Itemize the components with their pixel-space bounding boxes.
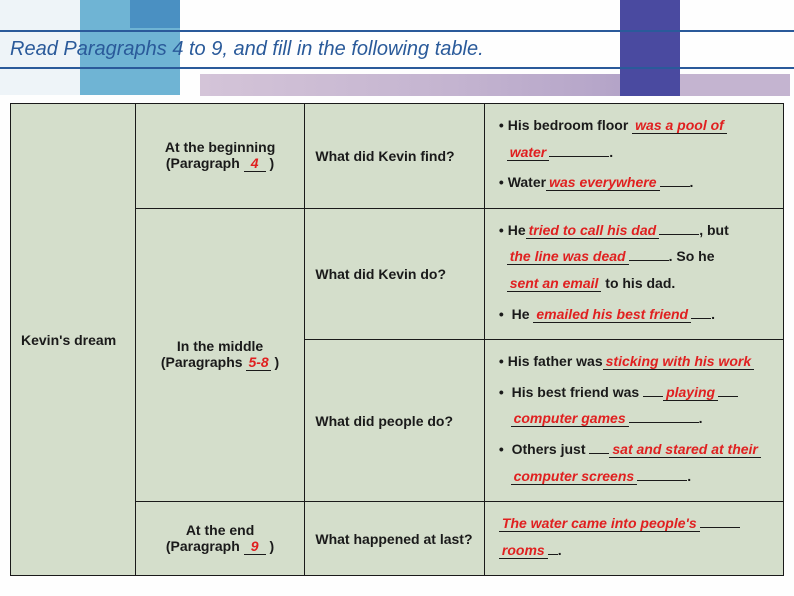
question-text: What did people do? xyxy=(315,413,453,429)
bullet-post: . xyxy=(609,144,613,160)
stage-cell-end: At the end (Paragraph 9 ) xyxy=(135,502,305,576)
para-num-answer: 5-8 xyxy=(248,354,268,370)
answer-cell: • Hetried to call his dad, but the line … xyxy=(484,208,783,339)
question-cell: What happened at last? xyxy=(305,502,485,576)
stage-cell-beginning: At the beginning (Paragraph 4 ) xyxy=(135,104,305,209)
bullet-post: . xyxy=(711,306,715,322)
para-num-answer: 4 xyxy=(251,155,259,171)
bullet-pre: His father was xyxy=(508,353,603,369)
stage-paragraph-ref: (Paragraphs 5-8 ) xyxy=(146,354,295,371)
answer-cell: • His father wassticking with his work •… xyxy=(484,340,783,502)
paren-prefix: (Paragraph xyxy=(166,155,244,171)
paren-suffix: ) xyxy=(266,155,275,171)
bullet-pre: His best friend was xyxy=(512,384,643,400)
answer-cell: The water came into people's rooms. xyxy=(484,502,783,576)
bullet-pre: His bedroom floor xyxy=(508,117,632,133)
answer-text: the line was dead xyxy=(510,248,626,264)
stage-paragraph-ref: (Paragraph 4 ) xyxy=(146,155,295,172)
bg-stripe xyxy=(200,74,620,96)
bullet-item: • His best friend was playing computer g… xyxy=(499,379,773,432)
exercise-table: Kevin's dream At the beginning (Paragrap… xyxy=(10,103,784,576)
bullet-post: to his dad. xyxy=(601,275,675,291)
question-cell: What did Kevin do? xyxy=(305,208,485,339)
bullet-post: . xyxy=(699,410,703,426)
answer-text: emailed his best friend xyxy=(536,306,688,322)
stage-label: At the beginning xyxy=(146,139,295,155)
answer-text: playing xyxy=(666,384,715,400)
row-header-cell: Kevin's dream xyxy=(11,104,136,576)
bullet-item: • He emailed his best friend. xyxy=(499,301,773,328)
answer-text: water xyxy=(510,144,547,160)
answer-text: tried to call his dad xyxy=(529,222,657,238)
question-text: What did Kevin find? xyxy=(315,148,454,164)
title-bar: Read Paragraphs 4 to 9, and fill in the … xyxy=(0,30,794,69)
answer-text: computer games xyxy=(514,410,626,426)
stage-label: At the end xyxy=(146,522,295,538)
stage-label: In the middle xyxy=(146,338,295,354)
bullet-pre: He xyxy=(508,222,526,238)
bg-stripe xyxy=(130,0,180,28)
para-num-answer: 9 xyxy=(251,538,259,554)
bullet-post: . xyxy=(690,174,694,190)
answer-text: sat and stared at their xyxy=(612,441,758,457)
question-text: What did Kevin do? xyxy=(315,266,446,282)
paren-suffix: ) xyxy=(271,354,280,370)
bullet-pre: He xyxy=(512,306,534,322)
table-row: Kevin's dream At the beginning (Paragrap… xyxy=(11,104,784,209)
bullet-item: • His bedroom floor was a pool of water. xyxy=(499,112,773,165)
bullet-pre: Water xyxy=(508,174,546,190)
answer-text: rooms xyxy=(502,542,545,558)
bullet-post: . xyxy=(558,542,562,558)
question-text: What happened at last? xyxy=(315,531,472,547)
bullet-post: , but xyxy=(699,222,729,238)
bullet-item: The water came into people's rooms. xyxy=(499,510,773,563)
question-cell: What did people do? xyxy=(305,340,485,502)
answer-text: was a pool of xyxy=(635,117,724,133)
paren-prefix: (Paragraph xyxy=(166,538,244,554)
bullet-item: • Waterwas everywhere. xyxy=(499,169,773,196)
stage-paragraph-ref: (Paragraph 9 ) xyxy=(146,538,295,555)
answer-cell: • His bedroom floor was a pool of water.… xyxy=(484,104,783,209)
answer-text: sticking with his work xyxy=(606,353,751,369)
stage-cell-middle: In the middle (Paragraphs 5-8 ) xyxy=(135,208,305,501)
answer-text: The water came into people's xyxy=(502,515,697,531)
slide-title: Read Paragraphs 4 to 9, and fill in the … xyxy=(10,38,784,61)
bullet-item: • Hetried to call his dad, but the line … xyxy=(499,217,773,297)
paren-prefix: (Paragraphs xyxy=(161,354,247,370)
paren-suffix: ) xyxy=(266,538,275,554)
bg-stripe xyxy=(680,74,790,96)
question-cell: What did Kevin find? xyxy=(305,104,485,209)
answer-text: was everywhere xyxy=(549,174,656,190)
bullet-post: . So he xyxy=(669,248,715,264)
answer-text: sent an email xyxy=(510,275,599,291)
bullet-item: • Others just sat and stared at their co… xyxy=(499,436,773,489)
row-header-text: Kevin's dream xyxy=(21,332,116,348)
answer-text: computer screens xyxy=(514,468,635,484)
bullet-item: • His father wassticking with his work xyxy=(499,348,773,375)
bullet-pre: Others just xyxy=(512,441,590,457)
